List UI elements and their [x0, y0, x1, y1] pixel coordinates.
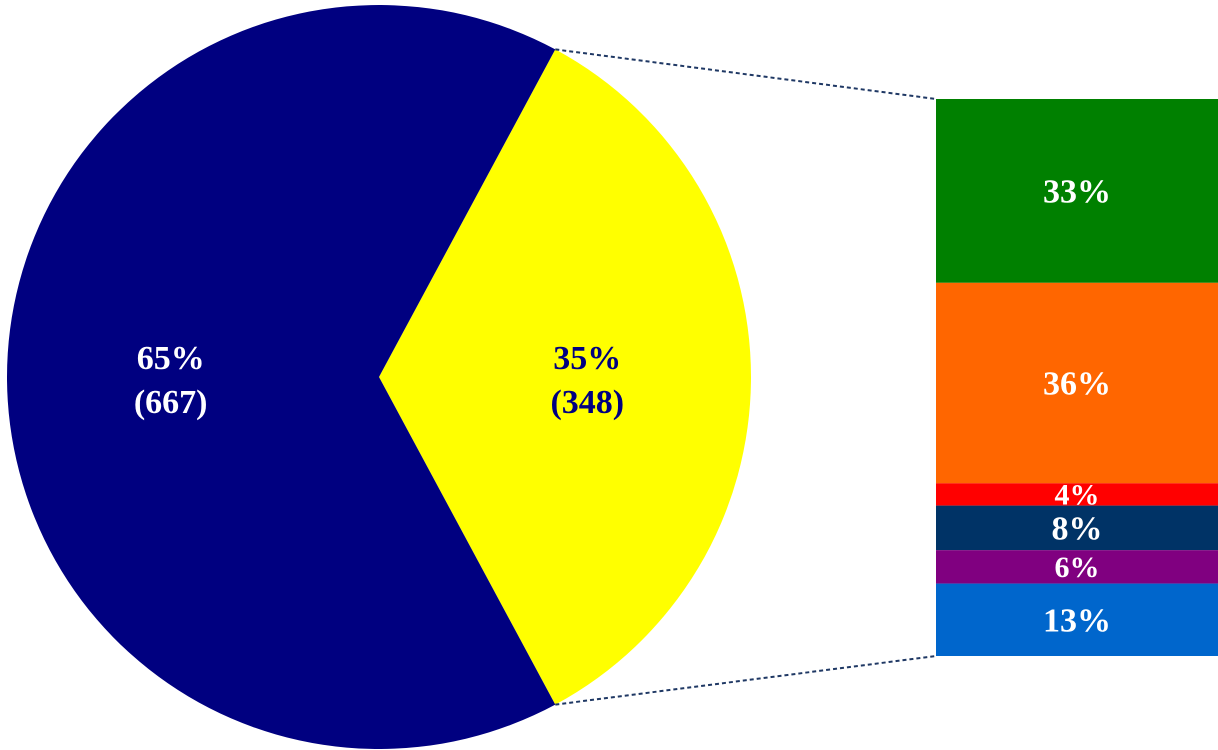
pie-percent-label-1: 35%: [553, 340, 621, 377]
pie-group: 35% (348) 65% (667): [6, 4, 751, 750]
pie-count-label-0: (667): [134, 384, 208, 421]
bar-segment-5: [936, 583, 1218, 656]
bar-segment-4: [936, 550, 1218, 584]
connector-line-top: [555, 48, 937, 100]
pie-slice-1: [379, 49, 751, 705]
bar-segment-2: [936, 483, 1218, 506]
pie-slice-0: [6, 4, 556, 750]
breakdown-bar: 33%36%4%8%6%13%: [936, 99, 1218, 656]
bar-segment-label-4: 6%: [1055, 551, 1100, 584]
pie-percent-label-0: 65%: [137, 340, 205, 377]
bar-segment-label-1: 36%: [1043, 366, 1111, 403]
connector-line-bottom: [555, 655, 937, 706]
bar-segment-1: [936, 282, 1218, 484]
pie-count-label-1: (348): [550, 384, 624, 421]
connector-lines: [555, 48, 937, 706]
bar-segment-label-0: 33%: [1043, 174, 1111, 211]
bar-segment-label-3: 8%: [1052, 510, 1103, 547]
bar-segment-3: [936, 505, 1218, 551]
bar-segment-label-5: 13%: [1043, 602, 1111, 639]
bar-segment-0: [936, 99, 1218, 283]
